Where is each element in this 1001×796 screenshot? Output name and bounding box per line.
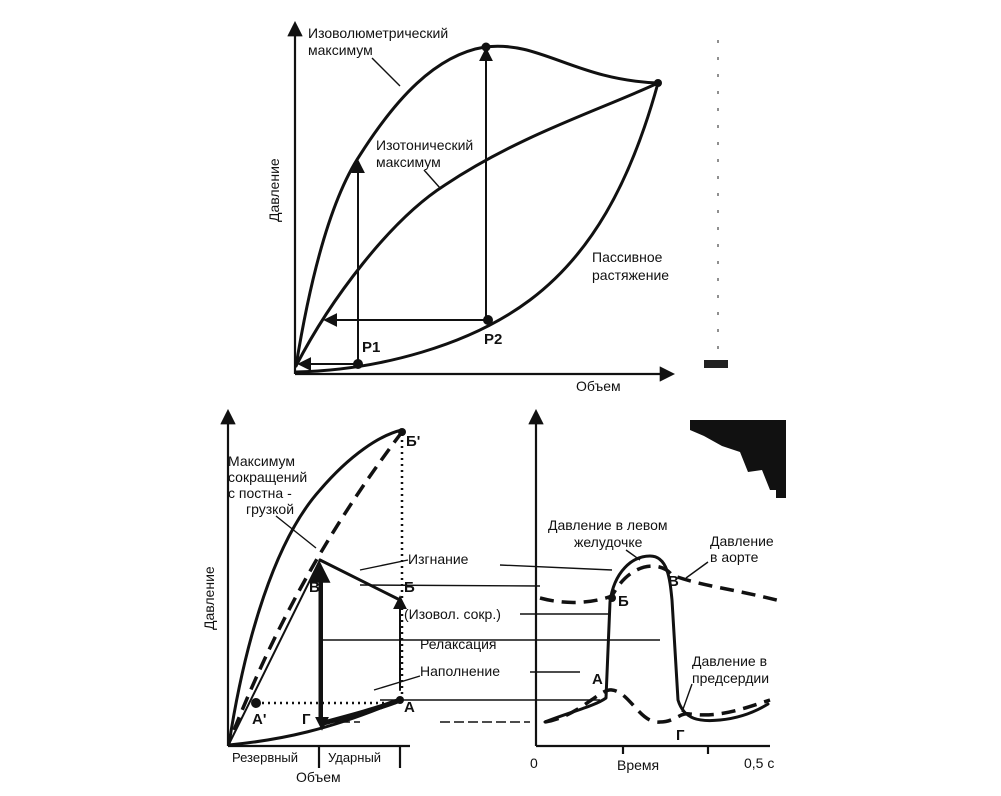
br-tick-half: 0,5 с [744,755,774,771]
filling-label: Наполнение [420,663,500,679]
bl-reserve-label: Резервный [232,750,298,765]
p2-dot [483,315,493,325]
bl-y-axis-label: Давление [201,566,217,630]
bl-point-v: В [309,579,320,596]
br-point-a: А [592,671,603,688]
a-prime-dot [251,698,261,708]
br-point-g: Г [676,727,685,744]
br-point-v: В [668,573,679,590]
aortic-pressure-curve [539,564,785,605]
bl-point-a-prime: А' [252,711,266,728]
bottom-left-diagram: Давление Резервный Ударный Объем А А' Б … [201,408,420,785]
end-dot [654,79,662,87]
bl-point-a: А [404,699,415,716]
bl-point-b-prime: Б' [406,433,420,450]
bl-stroke-label: Ударный [328,750,381,765]
atrium-pressure-label: Давление в предсердии [692,653,771,686]
atrial-pressure-curve [544,688,771,724]
scan-corner-artifact [690,420,786,490]
isovolumetric-leader [371,57,401,87]
br-point-b: Б [618,593,629,610]
loop-v-to-b [318,558,402,602]
isovol-label: (Изовол. сокр.) [404,606,501,622]
passive-label: Пассивное растяжение [592,249,669,283]
afterload-max-curve [227,428,404,746]
p2-label: P2 [484,331,502,348]
bl-point-g: Г [302,711,311,728]
br-x-axis-label: Время [617,757,659,773]
lv-pressure-curve [543,554,770,724]
top-y-axis-label: Давление [266,158,282,222]
dashed-to-b-prime [232,430,404,731]
isotonic-max-curve [294,81,660,368]
br-tick-zero: 0 [530,755,538,771]
p1-dot [353,359,363,369]
isovolumetric-label: Изоволюметрический максимум [308,25,452,58]
passive-stretch-curve [294,81,660,374]
p1-label: P1 [362,339,380,356]
p2-top-dot [481,42,491,52]
bl-x-axis-label: Объем [296,769,341,785]
scan-edge-marks [704,40,728,368]
b-prime-dot [398,428,406,436]
ejection-label: Изгнание [408,551,469,567]
br-b-dot [608,594,616,602]
aorta-pressure-label: Давление в аорте [710,533,778,565]
top-x-axis-label: Объем [576,378,621,394]
afterload-max-label: Максимум сокращений с постна - грузкой [228,453,311,517]
phase-labels: Изгнание (Изовол. сокр.) Релаксация Напо… [322,551,660,723]
lv-pressure-label: Давление в левом желудочке [548,517,671,550]
isotonic-label: Изотонический максимум [376,137,477,170]
top-diagram: Давление Объем Изоволюметрический максим… [266,20,728,394]
bl-point-b: Б [404,579,415,596]
isotonic-leader [423,169,441,189]
origin-to-v-line [228,559,321,745]
bottom-right-diagram: 0 Время 0,5 с А Б В Г Давление в левом ж… [528,408,786,773]
afterload-max-leader [275,515,317,549]
isovolumetric-max-curve [294,44,660,368]
relaxation-label: Релаксация [420,636,497,652]
